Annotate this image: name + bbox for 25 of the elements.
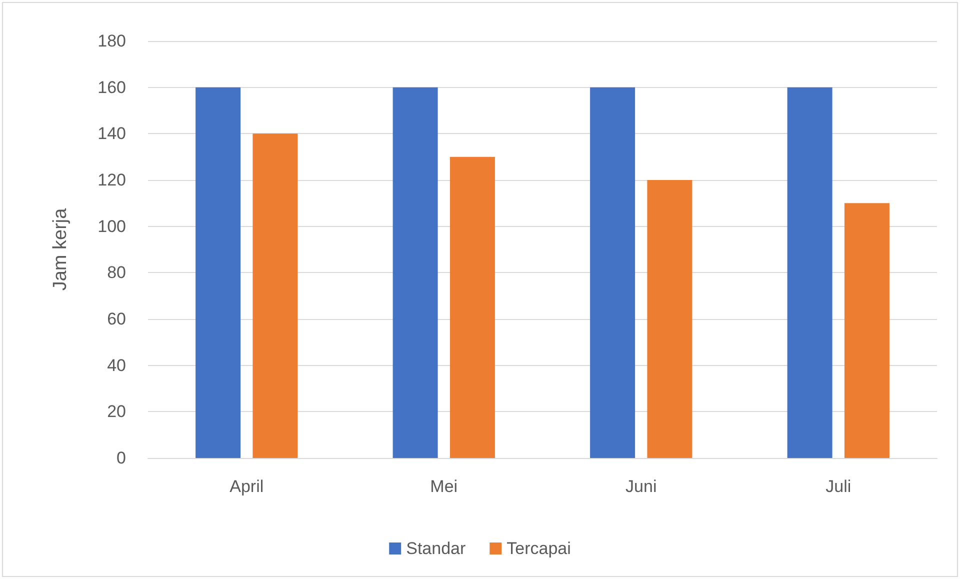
legend-label: Standar <box>406 539 466 558</box>
bar <box>844 203 890 458</box>
bar <box>787 87 832 458</box>
y-tick-label: 160 <box>98 78 126 97</box>
x-tick-label: Juni <box>626 477 657 496</box>
y-tick-label: 120 <box>98 170 126 190</box>
y-tick-label: 40 <box>107 356 126 375</box>
y-tick-label: 140 <box>98 124 126 144</box>
x-tick-label: Mei <box>430 477 458 496</box>
bar <box>252 134 298 458</box>
y-axis-title: Jam kerja <box>50 208 71 291</box>
x-tick-label: April <box>230 477 264 496</box>
bar <box>196 87 241 458</box>
bar <box>392 87 438 458</box>
y-tick-label: 0 <box>116 448 126 468</box>
bar <box>590 87 636 458</box>
bar <box>450 156 495 458</box>
bar <box>647 180 692 458</box>
y-tick-label: 60 <box>107 310 126 328</box>
x-tick-label: Juli <box>826 477 852 496</box>
legend-label: Tercapai <box>506 539 571 558</box>
y-tick-label: 80 <box>107 263 126 282</box>
y-tick-label: 100 <box>98 216 126 236</box>
y-tick-label: 180 <box>98 32 126 50</box>
y-tick-label: 20 <box>107 402 126 422</box>
